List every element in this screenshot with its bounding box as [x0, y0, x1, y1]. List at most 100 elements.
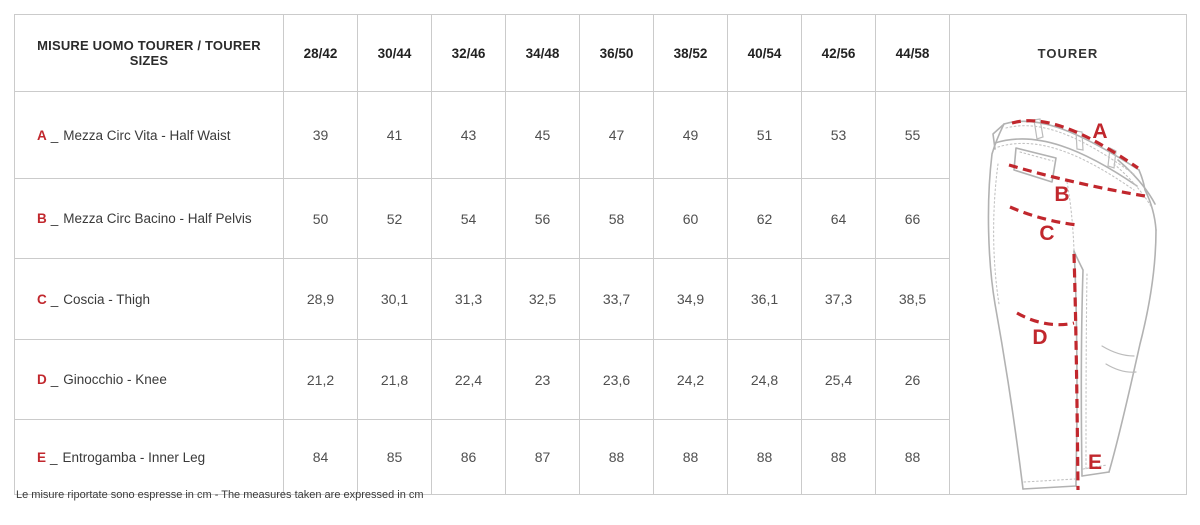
value-A-34-48: 45: [505, 90, 580, 180]
value-E-42-56: 88: [801, 419, 876, 495]
value-A-30-44: 41: [357, 90, 432, 180]
value-E-44-58: 88: [875, 419, 950, 495]
value-C-32-46: 31,3: [431, 258, 506, 341]
row-separator: _: [50, 449, 58, 465]
row-label-text: Ginocchio - Knee: [63, 372, 167, 388]
value-A-38-52: 49: [653, 90, 728, 180]
value-B-28-42: 50: [283, 178, 358, 260]
value-B-36-50: 58: [579, 178, 654, 260]
diagram-label-C: C: [1039, 222, 1054, 245]
row-letter-B: B: [37, 211, 47, 227]
row-label-E: E _ Entrogamba - Inner Leg: [14, 419, 284, 495]
row-letter-D: D: [37, 372, 47, 388]
row-label-text: Entrogamba - Inner Leg: [62, 449, 206, 465]
row-letter-C: C: [37, 291, 47, 307]
value-C-36-50: 33,7: [579, 258, 654, 341]
pants-outline: [987, 118, 1157, 490]
value-A-36-50: 47: [579, 90, 654, 180]
value-E-40-54: 88: [727, 419, 802, 495]
value-C-38-52: 34,9: [653, 258, 728, 341]
value-E-38-52: 88: [653, 419, 728, 495]
size-header-38-52: 38/52: [653, 14, 728, 92]
measure-row-C: C _ Coscia - Thigh 28,9 30,1 31,3 32,5 33,7 34,9…: [14, 258, 1187, 341]
value-C-40-54: 36,1: [727, 258, 802, 341]
value-D-28-42: 21,2: [283, 339, 358, 421]
pelvis-measure-line: [1008, 163, 1146, 198]
row-label-C: C _ Coscia - Thigh: [14, 258, 284, 341]
size-header-44-58: 44/58: [875, 14, 950, 92]
value-B-30-44: 52: [357, 178, 432, 260]
row-label-B: B _ Mezza Circ Bacino - Half Pelvis: [14, 178, 284, 260]
knee-measure-line: [1016, 311, 1075, 327]
value-C-30-44: 30,1: [357, 258, 432, 341]
measure-unit-note: Le misure riportate sono espresse in cm …: [16, 489, 424, 501]
waist-measure-line: [1011, 119, 1139, 170]
value-D-38-52: 24,2: [653, 339, 728, 421]
row-separator: _: [50, 291, 59, 307]
size-chart-table: MISURE UOMO TOURER / TOURER SIZES 28/42 3…: [14, 14, 1187, 495]
diagram-label-B: B: [1054, 183, 1069, 206]
value-D-44-58: 26: [875, 339, 950, 421]
measurement-lines: [1008, 119, 1146, 491]
value-C-34-48: 32,5: [505, 258, 580, 341]
value-E-28-42: 84: [283, 419, 358, 495]
row-separator: _: [50, 372, 59, 388]
row-label-A: A _ Mezza Circ Vita - Half Waist: [14, 90, 284, 180]
value-B-32-46: 54: [431, 178, 506, 260]
row-separator: _: [50, 127, 59, 143]
size-header-40-54: 40/54: [727, 14, 802, 92]
size-header-32-46: 32/46: [431, 14, 506, 92]
value-C-44-58: 38,5: [875, 258, 950, 341]
measure-row-D: D _ Ginocchio - Knee 21,2 21,8 22,4 23 23,6 24,2…: [14, 339, 1187, 421]
row-label-D: D _ Ginocchio - Knee: [14, 339, 284, 421]
tourer-column-header: TOURER: [949, 14, 1187, 92]
innerleg-measure-line: [1072, 253, 1080, 491]
value-A-32-46: 43: [431, 90, 506, 180]
value-B-38-52: 60: [653, 178, 728, 260]
value-A-40-54: 51: [727, 90, 802, 180]
table-title: MISURE UOMO TOURER / TOURER SIZES: [14, 14, 284, 92]
value-B-42-56: 64: [801, 178, 876, 260]
diagram-label-A: A: [1092, 120, 1107, 143]
row-letter-E: E: [37, 449, 47, 465]
row-label-text: Coscia - Thigh: [63, 291, 151, 307]
diagram-label-D: D: [1032, 326, 1047, 349]
measure-row-A: A _ Mezza Circ Vita - Half Waist 39 41 43 45 47…: [14, 90, 1187, 495]
value-D-30-44: 21,8: [357, 339, 432, 421]
size-header-34-48: 34/48: [505, 14, 580, 92]
size-header-28-42: 28/42: [283, 14, 358, 92]
value-D-36-50: 23,6: [579, 339, 654, 421]
pants-diagram-svg: A B C D E: [987, 118, 1157, 491]
thigh-measure-line: [1009, 205, 1079, 227]
size-header-30-44: 30/44: [357, 14, 432, 92]
value-A-44-58: 55: [875, 90, 950, 180]
measure-row-B: B _ Mezza Circ Bacino - Half Pelvis 50 52 54 5…: [14, 178, 1187, 260]
value-B-34-48: 56: [505, 178, 580, 260]
value-E-30-44: 85: [357, 419, 432, 495]
value-B-40-54: 62: [727, 178, 802, 260]
value-D-42-56: 25,4: [801, 339, 876, 421]
value-C-28-42: 28,9: [283, 258, 358, 341]
value-D-32-46: 22,4: [431, 339, 506, 421]
measurement-letters: A B C D E: [1032, 120, 1107, 474]
measure-row-E: E _ Entrogamba - Inner Leg 84 85 86 87 88 88 88 88…: [14, 419, 1187, 495]
row-letter-A: A: [37, 127, 47, 143]
pants-measurement-diagram: A B C D E: [949, 91, 1187, 495]
size-header-42-56: 42/56: [801, 14, 876, 92]
value-B-44-58: 66: [875, 178, 950, 260]
value-E-36-50: 88: [579, 419, 654, 495]
value-D-40-54: 24,8: [727, 339, 802, 421]
header-row: MISURE UOMO TOURER / TOURER SIZES 28/42 3…: [14, 14, 1187, 92]
value-A-42-56: 53: [801, 90, 876, 180]
diagram-label-E: E: [1088, 451, 1102, 474]
row-label-text: Mezza Circ Vita - Half Waist: [63, 127, 231, 143]
row-separator: _: [50, 211, 59, 227]
value-A-28-42: 39: [283, 90, 358, 180]
value-E-34-48: 87: [505, 419, 580, 495]
value-D-34-48: 23: [505, 339, 580, 421]
value-E-32-46: 86: [431, 419, 506, 495]
value-C-42-56: 37,3: [801, 258, 876, 341]
size-header-36-50: 36/50: [579, 14, 654, 92]
row-label-text: Mezza Circ Bacino - Half Pelvis: [63, 211, 252, 227]
